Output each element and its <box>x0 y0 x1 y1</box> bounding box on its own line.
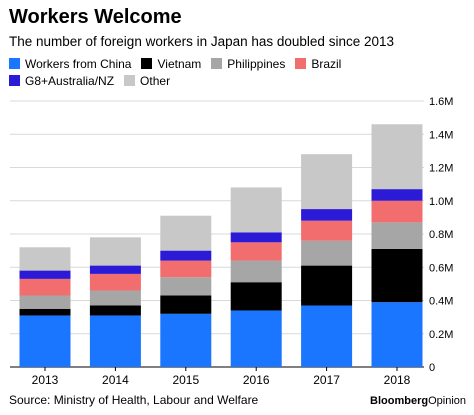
y-tick-label: 0 <box>429 362 435 374</box>
bar-segment <box>371 302 423 367</box>
y-tick-label: 1.0M <box>429 196 453 208</box>
bar-segment <box>230 310 282 367</box>
brand-logo: BloombergOpinion <box>370 395 466 407</box>
bar-segment <box>89 237 141 266</box>
bar-segment <box>19 270 71 279</box>
y-tick-label: 0.4M <box>429 296 453 308</box>
bar-segment <box>19 295 71 309</box>
brand-suffix: Opinion <box>428 395 466 407</box>
bar-segment <box>371 124 423 190</box>
legend-label: Brazil <box>311 57 342 71</box>
legend-label: G8+Australia/NZ <box>25 74 115 88</box>
legend-item: Workers from China <box>9 56 131 73</box>
legend-label: Philippines <box>227 57 286 71</box>
legend-item: Brazil <box>295 56 341 73</box>
bar-segment <box>160 295 212 314</box>
bar-segment <box>371 222 423 249</box>
y-tick-label: 1.6M <box>429 96 453 108</box>
legend-item: G8+Australia/NZ <box>9 73 114 90</box>
legend-label: Vietnam <box>157 57 202 71</box>
bar-segment <box>301 209 353 221</box>
bar-segment <box>19 247 71 271</box>
bar-segment <box>19 315 71 367</box>
y-tick-label: 0.8M <box>429 229 453 241</box>
legend-swatch <box>295 58 307 69</box>
bar-segment <box>230 232 282 243</box>
legend-swatch <box>9 58 20 69</box>
source-note: Source: Ministry of Health, Labour and W… <box>9 393 259 407</box>
bar-segment <box>230 282 282 311</box>
legend-item: Other <box>124 73 170 90</box>
legend-item: Vietnam <box>141 56 201 73</box>
bar-segment <box>160 215 212 251</box>
bar-segment <box>301 305 353 367</box>
bar-segment <box>160 313 212 367</box>
bar-segment <box>301 240 353 266</box>
y-tick-label: 0.6M <box>429 262 453 274</box>
bar-segment <box>160 250 212 261</box>
bar-segment <box>301 220 353 241</box>
y-tick-label: 1.4M <box>429 129 453 141</box>
chart-legend: Workers from China Vietnam Philippines Braz… <box>9 56 449 90</box>
bar-segment <box>160 277 212 296</box>
x-tick-label: 2013 <box>32 373 59 387</box>
y-tick-label: 0.2M <box>429 329 453 341</box>
bar-segment <box>89 290 141 306</box>
bar-segment <box>371 200 423 223</box>
bar-segment <box>89 305 141 316</box>
brand-name: Bloomberg <box>370 395 429 407</box>
legend-swatch <box>9 75 20 86</box>
x-tick-label: 2017 <box>313 373 340 387</box>
legend-label: Other <box>140 74 171 88</box>
legend-swatch <box>211 58 223 69</box>
legend-swatch <box>124 75 136 86</box>
bar-segment <box>301 265 353 306</box>
bar-segment <box>230 242 282 261</box>
bar-segment <box>160 260 212 278</box>
bar-segment <box>89 315 141 367</box>
x-tick-label: 2018 <box>384 373 411 387</box>
bar-segment <box>89 265 141 274</box>
chart-subtitle: The number of foreign workers in Japan h… <box>9 34 394 49</box>
x-tick-label: 2014 <box>102 373 129 387</box>
bar-segment <box>371 248 423 303</box>
legend-item: Philippines <box>211 56 285 73</box>
bar-segment <box>230 260 282 283</box>
legend-label: Workers from China <box>25 57 132 71</box>
bar-segment <box>371 189 423 201</box>
legend-swatch <box>141 58 153 69</box>
bar-segment <box>230 187 282 233</box>
y-tick-label: 1.2M <box>429 163 453 175</box>
x-tick-label: 2015 <box>172 373 199 387</box>
bar-segment <box>301 154 353 210</box>
x-tick-label: 2016 <box>243 373 270 387</box>
chart-title: Workers Welcome <box>9 6 182 28</box>
bar-segment <box>19 308 71 316</box>
bar-segment <box>89 273 141 291</box>
bar-segment <box>19 278 71 296</box>
